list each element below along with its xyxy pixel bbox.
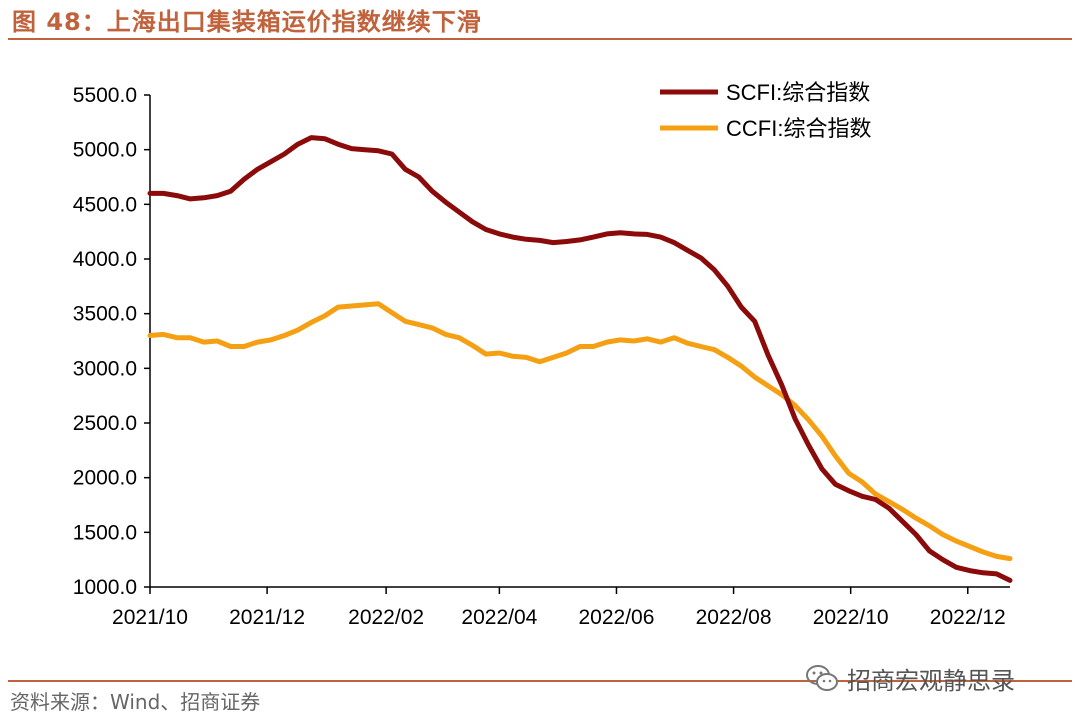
- y-tick-label: 3000.0: [73, 357, 137, 380]
- series-line-scfi: [147, 135, 1013, 583]
- x-tick-label: 2022/02: [348, 606, 424, 629]
- x-tick-label: 2021/12: [229, 606, 305, 629]
- x-tick-label: 2022/04: [461, 606, 537, 629]
- watermark-text: 招商宏观静思录: [847, 666, 1015, 695]
- x-tick-label: 2022/06: [579, 606, 655, 629]
- x-tick-label: 2022/08: [696, 606, 772, 629]
- figure-title: 图 48：上海出口集装箱运价指数继续下滑: [12, 8, 482, 36]
- series-line-ccfi: [147, 301, 1013, 562]
- y-tick-label: 5000.0: [73, 139, 137, 162]
- y-tick-label: 2000.0: [73, 467, 137, 490]
- legend-label-scfi: SCFI:综合指数: [726, 80, 870, 105]
- legend-label-ccfi: CCFI:综合指数: [726, 116, 871, 141]
- y-tick-label: 5500.0: [73, 84, 137, 107]
- y-tick-label: 4000.0: [73, 248, 137, 271]
- line-chart: 1000.0 1500.0 2000.0 2500.0 3000.0 3500.0 4000…: [73, 80, 1013, 629]
- y-tick-label: 1500.0: [73, 521, 137, 544]
- title-bar: 图 48：上海出口集装箱运价指数继续下滑: [8, 2, 1072, 40]
- wechat-icon: [806, 665, 838, 691]
- x-tick-label: 2021/10: [112, 606, 188, 629]
- y-tick-label: 2500.0: [73, 412, 137, 435]
- x-tick-label: 2022/10: [813, 606, 889, 629]
- y-tick-label: 3500.0: [73, 303, 137, 326]
- footer-divider: [8, 680, 1072, 682]
- y-tick-label: 4500.0: [73, 193, 137, 216]
- x-tick-label: 2022/12: [930, 606, 1006, 629]
- source-note: 资料来源：Wind、招商证券: [10, 690, 261, 714]
- watermark: 招商宏观静思录: [805, 662, 1015, 695]
- y-tick-label: 1000.0: [73, 576, 137, 599]
